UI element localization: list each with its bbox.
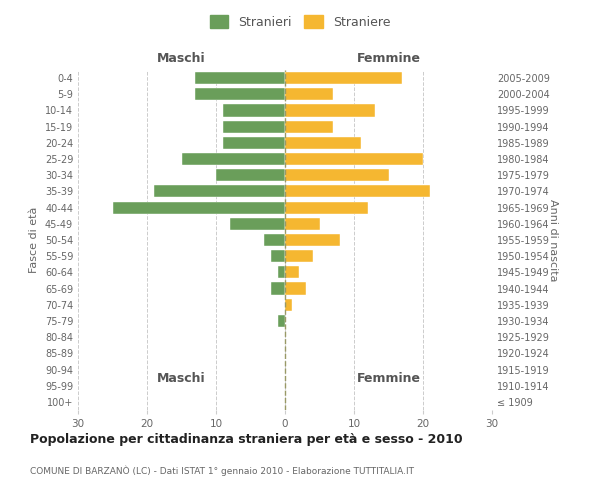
Y-axis label: Fasce di età: Fasce di età [29, 207, 39, 273]
Text: Popolazione per cittadinanza straniera per età e sesso - 2010: Popolazione per cittadinanza straniera p… [30, 432, 463, 446]
Bar [182, 153, 285, 165]
Bar [230, 218, 285, 230]
Bar [285, 298, 292, 311]
Text: Maschi: Maschi [157, 372, 206, 385]
Bar [285, 120, 334, 132]
Bar [285, 137, 361, 149]
Bar [285, 202, 368, 213]
Bar [271, 282, 285, 294]
Bar [285, 234, 340, 246]
Bar [285, 72, 402, 84]
Legend: Stranieri, Straniere: Stranieri, Straniere [206, 11, 394, 32]
Bar [196, 72, 285, 84]
Bar [278, 266, 285, 278]
Bar [223, 104, 285, 117]
Text: COMUNE DI BARZANÒ (LC) - Dati ISTAT 1° gennaio 2010 - Elaborazione TUTTITALIA.IT: COMUNE DI BARZANÒ (LC) - Dati ISTAT 1° g… [30, 465, 414, 475]
Bar [285, 104, 374, 117]
Bar [285, 169, 389, 181]
Y-axis label: Anni di nascita: Anni di nascita [548, 198, 558, 281]
Bar [285, 282, 306, 294]
Bar [285, 266, 299, 278]
Bar [285, 153, 423, 165]
Bar [278, 315, 285, 327]
Bar [154, 186, 285, 198]
Bar [285, 88, 334, 101]
Bar [223, 137, 285, 149]
Bar [265, 234, 285, 246]
Bar [285, 186, 430, 198]
Text: Femmine: Femmine [356, 52, 421, 65]
Bar [196, 88, 285, 101]
Bar [223, 120, 285, 132]
Bar [271, 250, 285, 262]
Text: Femmine: Femmine [356, 372, 421, 385]
Bar [285, 250, 313, 262]
Text: Maschi: Maschi [157, 52, 206, 65]
Bar [216, 169, 285, 181]
Bar [285, 218, 320, 230]
Bar [113, 202, 285, 213]
